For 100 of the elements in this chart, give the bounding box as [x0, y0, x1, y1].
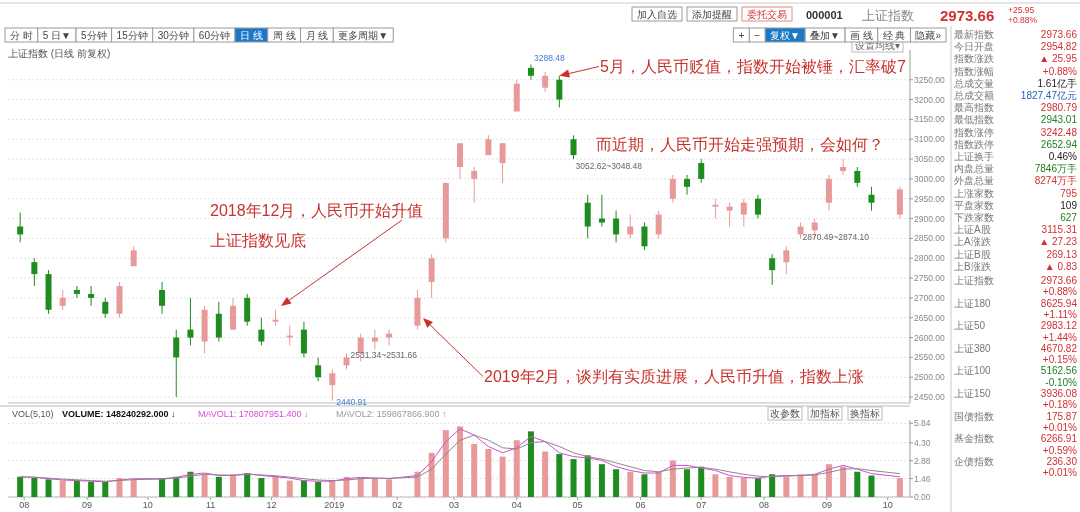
text: +0.59%	[1042, 444, 1077, 456]
bar	[329, 480, 336, 497]
text: 添加提醒	[692, 9, 732, 20]
y-tick-label: 2600.00	[914, 332, 945, 343]
text: +0.18%	[1042, 399, 1077, 411]
bar	[627, 471, 634, 497]
category-label: 上A涨跌	[954, 236, 991, 248]
text: 2980.79	[1040, 102, 1077, 114]
text: 1827.47亿元	[1020, 90, 1077, 101]
text: 隐藏»	[915, 30, 942, 41]
bar	[698, 466, 705, 497]
text: 0.46%	[1048, 151, 1077, 162]
category-label: 下跌家数	[954, 212, 994, 223]
bar	[173, 476, 180, 497]
text: VOLUME: 148240292.000 ↓	[62, 409, 176, 419]
bar	[825, 464, 832, 497]
text: −	[754, 30, 761, 41]
bar	[769, 474, 776, 497]
bar	[726, 476, 733, 497]
text: 3936.08	[1040, 388, 1077, 399]
annotation: 2870.49~2874.10	[802, 231, 870, 242]
category-label: 上证B股	[954, 248, 991, 260]
y-tick-label: 1.46	[914, 473, 931, 484]
y-tick-label: 3200.00	[914, 94, 945, 105]
annotation: 5月，人民币贬值，指数开始被锤，汇率破7	[600, 58, 906, 75]
text: 5 日▼	[42, 30, 72, 41]
x-tick-label: 10	[142, 500, 153, 510]
text: +0.88%	[1042, 65, 1077, 77]
text: 000001	[806, 9, 843, 21]
x-tick-label: 08	[19, 500, 30, 510]
text: 叠加▼	[809, 30, 840, 41]
bar	[896, 478, 903, 497]
text: 经 典	[882, 30, 906, 41]
category-label: 上证指数	[954, 275, 994, 286]
category-label: 平盘家数	[954, 199, 994, 211]
y-tick-label: 4.30	[914, 437, 931, 448]
bar	[471, 443, 478, 497]
annotation: 3052.62~3048.48	[575, 161, 643, 172]
text: 画 线	[849, 30, 873, 41]
bar	[59, 480, 66, 497]
bar	[527, 431, 534, 497]
y-tick-label: 0.00	[914, 492, 931, 502]
x-tick-label: 2019	[324, 500, 345, 510]
bar	[570, 459, 577, 497]
text: MAVOL1: 170807951.400 ↓	[198, 409, 309, 419]
text: +0.01%	[1042, 421, 1077, 433]
text: MAVOL2: 159867866.900 ↑	[336, 409, 447, 419]
text: 2973.66	[940, 7, 995, 24]
x-tick-label: 10	[882, 500, 893, 510]
category-label: 上证150	[954, 388, 992, 399]
y-tick-label: 3050.00	[914, 154, 945, 165]
category-label: 最低指数	[954, 114, 994, 126]
y-tick-label: 3100.00	[914, 134, 945, 145]
x-tick-label: 09	[821, 500, 832, 510]
text: 7846万手	[1034, 163, 1077, 175]
annotation: 而近期，人民币开始走强预期，会如何？	[596, 136, 884, 153]
text: 30分钟	[157, 30, 189, 41]
text: 8625.94	[1040, 297, 1077, 309]
text: +0.01%	[1042, 467, 1077, 479]
bar	[73, 480, 80, 497]
bar	[442, 430, 449, 497]
bar	[854, 471, 861, 497]
bar	[840, 466, 847, 497]
text: +0.88%	[1008, 15, 1038, 25]
text: +	[738, 30, 745, 41]
text: 795	[1060, 187, 1077, 199]
x-tick-label: 04	[511, 500, 522, 510]
bar	[258, 478, 265, 497]
text: 更多周期▼	[338, 30, 389, 41]
bar	[613, 469, 620, 497]
bar	[499, 456, 506, 497]
text: 2954.82	[1040, 41, 1077, 53]
y-tick-label: 2950.00	[914, 193, 945, 204]
bar	[669, 460, 676, 497]
x-tick-label: 11	[206, 500, 216, 510]
category-label: 国债指数	[954, 410, 994, 422]
x-tick-label: 12	[266, 500, 277, 510]
bar	[229, 474, 236, 497]
bar	[88, 481, 95, 497]
category-label: 上证180	[954, 297, 992, 309]
bar	[357, 478, 364, 497]
bar	[584, 455, 591, 497]
bar	[598, 464, 605, 497]
bar	[315, 481, 322, 497]
bar	[17, 476, 24, 497]
y-tick-label: 2750.00	[914, 273, 945, 284]
category-label: 上证380	[954, 342, 992, 354]
bar	[300, 480, 307, 497]
annotation: 3288.48	[533, 53, 565, 64]
text: +1.11%	[1043, 308, 1077, 320]
y-tick-label: 2550.00	[914, 352, 945, 363]
x-tick-label: 09	[82, 500, 93, 510]
bar	[386, 479, 393, 497]
category-label: 上证50	[954, 320, 986, 332]
bar	[542, 451, 549, 497]
category-label: 上B涨跌	[954, 260, 991, 272]
text: 4670.82	[1040, 342, 1077, 354]
text: 加入自选	[637, 9, 677, 20]
bar	[868, 475, 875, 497]
text: +25.95	[1008, 5, 1035, 15]
